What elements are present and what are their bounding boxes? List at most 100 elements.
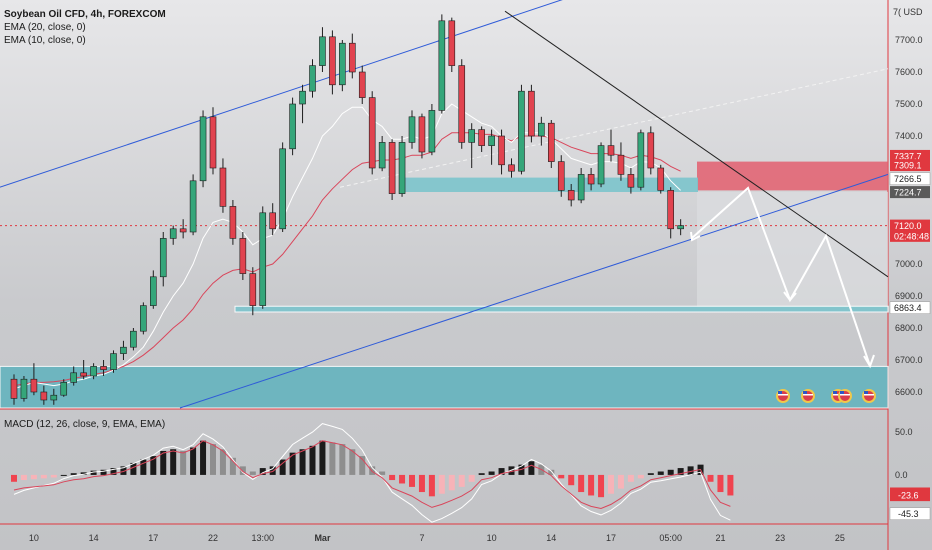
flag-us-icon[interactable] — [838, 389, 852, 403]
candle — [30, 363, 38, 396]
time-tick-label: 10 — [487, 533, 497, 543]
ema20-line — [13, 132, 681, 387]
ema10-label[interactable]: EMA (10, close, 0) — [4, 35, 86, 46]
candle — [249, 267, 257, 316]
legend: Soybean Oil CFD, 4h, FOREXCOM EMA (20, c… — [4, 8, 166, 47]
macd-histogram-bar — [190, 447, 197, 475]
macd-histogram-bar — [578, 474, 585, 493]
candle-body — [130, 330, 137, 348]
macd-histogram-bar — [100, 469, 107, 475]
candle — [60, 379, 68, 397]
currency-unit: USD — [903, 7, 923, 17]
candle — [309, 59, 316, 98]
macd-value-bg — [890, 489, 930, 502]
macd-histogram-bar — [279, 459, 286, 475]
candle — [110, 350, 117, 373]
macd-histogram-bar — [160, 450, 167, 475]
macd-tick-label: 0.0 — [895, 470, 908, 480]
candle — [597, 142, 605, 188]
candle-body — [538, 122, 545, 137]
flag-us-icon[interactable] — [801, 389, 815, 403]
flag-canton — [840, 391, 844, 394]
candle-body — [488, 135, 495, 146]
price-label: 02:48:48 — [890, 229, 930, 242]
candle-body — [319, 36, 326, 66]
candle — [80, 360, 87, 380]
candle-body — [508, 164, 515, 172]
candle-body — [189, 180, 197, 233]
macd-histogram-bar — [80, 472, 87, 475]
ema20-label[interactable]: EMA (20, close, 0) — [4, 22, 86, 33]
candle-body — [309, 65, 316, 92]
macd-histogram-bar — [329, 442, 336, 475]
macd-histogram-bar — [409, 474, 415, 487]
price-label: 7337.7 — [890, 149, 930, 162]
candle — [358, 65, 366, 104]
macd-histogram-bar — [558, 474, 565, 479]
currency-label: 7( USD — [893, 7, 923, 17]
flag-us-icon[interactable] — [776, 389, 790, 403]
macd-histogram-bar — [637, 474, 644, 479]
candle — [577, 168, 585, 204]
candle — [637, 129, 645, 191]
price-tick-label: 6600.0 — [895, 387, 923, 397]
candle — [169, 225, 177, 245]
candle-body — [468, 129, 476, 143]
macd-histogram-bar — [568, 474, 575, 486]
price-tick-label: 7400.0 — [895, 131, 923, 141]
candle-body — [528, 90, 535, 137]
macd-histogram-bar — [130, 462, 137, 475]
time-tick-label: 23 — [775, 533, 785, 543]
candle — [209, 107, 217, 175]
price-label: 6863.4 — [889, 301, 931, 314]
macd-histogram-bar — [339, 444, 346, 475]
flag-canton — [778, 391, 782, 394]
price-label: 7266.5 — [889, 172, 931, 185]
candle — [647, 126, 655, 175]
candle-body — [219, 167, 227, 207]
candle — [120, 340, 127, 360]
support-zone — [405, 177, 698, 192]
candle — [398, 136, 406, 197]
candle — [70, 366, 77, 386]
macd-histogram-bar — [359, 456, 366, 475]
candle-body — [398, 142, 406, 194]
candle-body — [458, 65, 466, 143]
candle-body — [627, 174, 635, 188]
macd-histogram-bar — [588, 474, 595, 496]
macd-value-bg — [889, 507, 931, 520]
macd-label[interactable]: MACD (12, 26, close, 9, EMA, EMA) — [4, 419, 166, 430]
candle-body — [140, 305, 147, 332]
candle-body — [428, 110, 436, 153]
flag-us-icon[interactable] — [862, 389, 876, 403]
candle — [607, 129, 615, 162]
macd-histogram-bar — [478, 473, 485, 475]
candle-body — [110, 353, 117, 370]
macd-histogram-bar — [598, 474, 605, 498]
candle — [488, 129, 495, 165]
candle-body — [587, 174, 595, 185]
macd-value-label: -23.6 — [890, 489, 930, 502]
candle-body — [279, 148, 286, 230]
candle — [229, 200, 237, 245]
flag-stripe — [864, 394, 874, 396]
candle — [150, 270, 157, 309]
symbol-title[interactable]: Soybean Oil CFD, 4h, FOREXCOM — [4, 9, 166, 20]
macd-histogram-bar — [110, 468, 117, 475]
candle — [179, 219, 187, 239]
time-tick-label: 7 — [419, 533, 424, 543]
candle-body — [567, 190, 575, 201]
flag-canton — [833, 391, 837, 394]
candle — [378, 136, 386, 172]
candle-body — [358, 71, 366, 98]
candle-body — [418, 116, 426, 153]
candle — [388, 139, 396, 200]
price-label-bg — [890, 186, 930, 199]
candle-body — [299, 90, 306, 105]
candle — [428, 104, 436, 156]
macd-tick-label: 50.0 — [895, 427, 913, 437]
candle-body — [179, 228, 187, 233]
time-tick-label: 17 — [606, 533, 616, 543]
macd-value-text: -45.3 — [898, 509, 919, 519]
